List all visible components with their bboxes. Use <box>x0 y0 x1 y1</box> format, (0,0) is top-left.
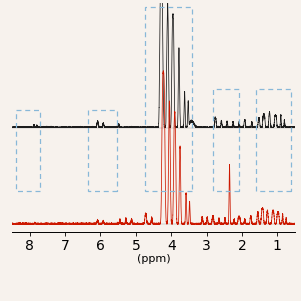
Bar <box>256 89 291 191</box>
Bar <box>88 110 117 191</box>
Bar <box>16 110 40 191</box>
X-axis label: (ppm): (ppm) <box>137 254 170 264</box>
Bar <box>145 7 192 191</box>
Bar <box>213 89 239 191</box>
